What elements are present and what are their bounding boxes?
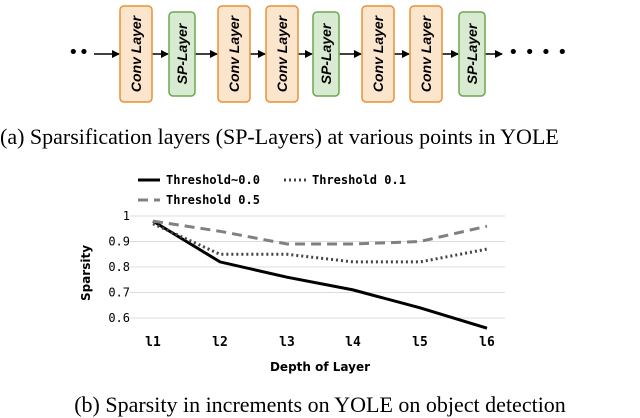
block-label: SP-Layer [318,22,334,84]
block-label: SP-Layer [464,22,480,84]
sp-layer-block: SP-Layer [312,11,340,97]
conv-layer-block: Conv Layer [119,5,153,103]
conv-layer-block: Conv Layer [265,5,299,103]
x-tick-labels: l1 l2 l3 l4 l5 l6 [145,335,495,350]
layer-pipeline-diagram: •• Conv Layer SP-Layer Conv Layer Conv Laye… [68,5,568,103]
chart-series [152,219,488,330]
chart-legend: Threshold~0.0 Threshold 0.1 Threshold 0.5 [138,173,406,207]
ellipsis-left: •• [68,42,89,63]
x-tick-label: l2 [212,335,228,350]
series-line [152,219,488,330]
chart-grid [130,215,505,319]
y-tick-label: 1 [123,209,130,223]
x-tick-label: l3 [279,335,295,350]
legend-item: Threshold 0.5 [138,193,260,207]
x-axis-label: Depth of Layer [270,360,370,374]
sp-layer-block: SP-Layer [168,11,196,97]
block-label: Conv Layer [370,14,386,92]
x-tick-label: l5 [412,335,428,350]
legend-item: Threshold 0.1 [284,173,406,187]
sp-layer-block: SP-Layer [458,11,486,97]
y-tick-label: 0.8 [108,260,130,274]
series-line [152,222,488,264]
conv-layer-block: Conv Layer [217,5,251,103]
legend-item: Threshold~0.0 [138,173,260,187]
y-tick-label: 0.7 [108,286,130,300]
block-label: Conv Layer [418,14,434,92]
block-label: Conv Layer [274,14,290,92]
block-label: Conv Layer [128,14,144,92]
block-label: SP-Layer [174,22,190,84]
x-tick-label: l6 [479,335,495,350]
ellipsis-right: • • • • [508,42,568,63]
series-line [152,219,488,246]
caption-b: (b) Sparsity in increments on YOLE on ob… [74,392,566,417]
x-tick-label: l1 [145,335,161,350]
y-axis-label: Sparsity [79,245,93,301]
y-tick-labels: 1 0.9 0.8 0.7 0.6 [108,209,130,325]
conv-layer-block: Conv Layer [409,5,443,103]
legend-label: Threshold~0.0 [166,173,260,187]
y-tick-label: 0.6 [108,311,130,325]
caption-a: (a) Sparsification layers (SP-Layers) at… [0,124,559,149]
legend-label: Threshold 0.1 [312,173,406,187]
x-tick-label: l4 [345,335,361,350]
block-label: Conv Layer [226,14,242,92]
legend-label: Threshold 0.5 [166,193,260,207]
y-tick-label: 0.9 [108,235,130,249]
conv-layer-block: Conv Layer [361,5,395,103]
